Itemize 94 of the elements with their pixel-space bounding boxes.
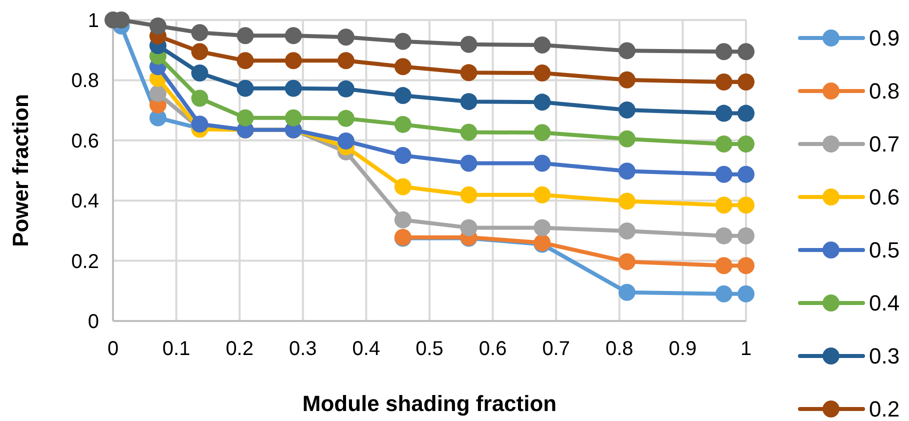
point	[738, 196, 754, 214]
y-tick-label: 0.8	[71, 70, 99, 92]
y-tick-label: 1	[88, 10, 99, 32]
x-axis-title: Module shading fraction	[302, 391, 557, 416]
point	[738, 227, 754, 244]
y-tick-label: 0.6	[71, 130, 99, 152]
point	[337, 132, 354, 150]
point	[715, 104, 732, 122]
legend-label: 0.4	[869, 290, 900, 316]
point	[191, 24, 208, 42]
legend-label: 0.9	[869, 26, 900, 51]
point	[460, 93, 478, 110]
point	[738, 43, 754, 60]
point	[236, 27, 254, 44]
point	[394, 32, 412, 50]
point	[534, 154, 551, 172]
point	[618, 162, 636, 180]
legend-label: 0.8	[869, 78, 900, 104]
point	[394, 146, 412, 164]
point	[618, 71, 636, 88]
point	[460, 64, 478, 82]
point	[191, 64, 208, 82]
point	[394, 87, 412, 104]
point	[284, 52, 302, 70]
x-tick-label: 1	[740, 338, 752, 360]
y-tick-label: 0.2	[71, 250, 99, 273]
point	[618, 102, 636, 118]
point	[738, 257, 754, 274]
point	[149, 84, 166, 102]
point	[191, 43, 208, 60]
point	[191, 116, 208, 133]
point	[337, 52, 354, 70]
point	[394, 178, 412, 196]
legend-label: 0.5	[869, 238, 900, 263]
point	[618, 130, 636, 148]
point	[394, 58, 412, 76]
point	[460, 219, 478, 236]
point	[460, 186, 478, 204]
x-tick-label: 0.9	[668, 338, 697, 360]
point	[337, 28, 354, 46]
x-tick-label: 0.3	[288, 338, 317, 360]
x-tick-label: 0.8	[605, 338, 634, 360]
point	[715, 285, 732, 302]
point	[394, 116, 412, 133]
point	[284, 80, 302, 97]
point	[149, 18, 166, 35]
point	[715, 166, 732, 183]
legend-label: 0.7	[869, 132, 900, 157]
point	[618, 253, 636, 270]
x-tick-label: 0.5	[416, 338, 444, 360]
point	[715, 227, 732, 244]
x-tick-label: 0.1	[162, 338, 190, 360]
x-tick-label: 0	[107, 338, 119, 360]
point	[236, 109, 254, 126]
point	[715, 43, 732, 60]
point	[534, 94, 551, 111]
point	[191, 90, 208, 107]
y-tick-label: 0	[88, 311, 99, 333]
point	[236, 52, 254, 70]
point	[618, 42, 636, 60]
point	[534, 64, 551, 82]
point	[534, 36, 551, 54]
point	[618, 284, 636, 301]
point	[738, 74, 754, 90]
point	[618, 222, 636, 240]
y-tick-label: 0.4	[71, 190, 99, 213]
point	[534, 124, 551, 142]
point	[534, 219, 551, 236]
point	[715, 196, 732, 214]
legend-label: 0.6	[869, 184, 900, 210]
point	[394, 211, 412, 228]
point	[460, 154, 478, 172]
point	[738, 166, 754, 183]
point	[715, 136, 732, 152]
x-tick-label: 0.7	[542, 338, 570, 360]
x-tick-label: 0.6	[478, 338, 507, 360]
point	[337, 110, 354, 127]
point	[284, 109, 302, 126]
point	[284, 27, 302, 44]
point	[738, 136, 754, 152]
point	[460, 124, 478, 141]
point	[460, 36, 478, 53]
x-tick-label: 0.2	[226, 338, 254, 360]
legend-label: 0.2	[869, 396, 900, 421]
y-axis-title: Power fraction	[8, 94, 33, 247]
point	[236, 80, 254, 97]
point	[738, 285, 754, 302]
point	[715, 74, 732, 90]
point	[534, 186, 551, 204]
x-tick-label: 0.4	[352, 338, 380, 360]
point	[337, 80, 354, 98]
point	[618, 192, 636, 210]
point	[738, 104, 754, 122]
point	[715, 257, 732, 274]
